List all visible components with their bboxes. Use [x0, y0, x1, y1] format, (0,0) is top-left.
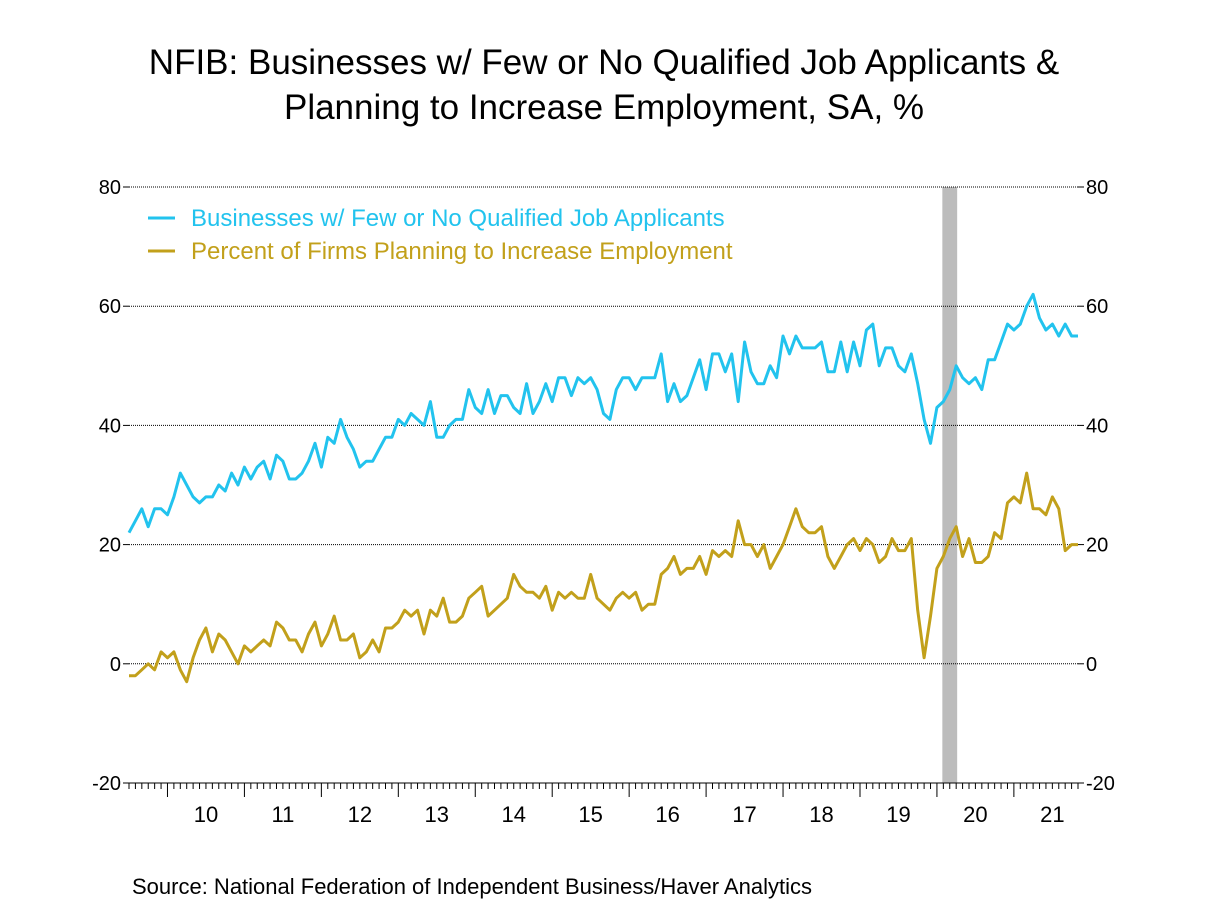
y-tick-label-right: 20	[1086, 535, 1108, 557]
y-tick-label-left: 40	[99, 415, 121, 437]
y-tick-label-left: -20	[92, 773, 121, 795]
x-tick-label: 20	[963, 802, 987, 827]
x-tick-label: 11	[271, 802, 294, 827]
x-tick-label: 15	[578, 802, 602, 827]
y-tick-label-left: 0	[110, 654, 121, 676]
legend-label-1: Businesses w/ Few or No Qualified Job Ap…	[191, 205, 725, 232]
x-tick-label: 16	[655, 802, 679, 827]
x-tick-label: 21	[1040, 802, 1064, 827]
x-tick-label: 13	[425, 802, 449, 827]
x-tick-label: 12	[348, 802, 372, 827]
source-note: Source: National Federation of Independe…	[132, 874, 812, 899]
chart-title-line-1: NFIB: Businesses w/ Few or No Qualified …	[148, 43, 1060, 82]
y-tick-label-right: -20	[1086, 773, 1115, 795]
series-line-1	[127, 292, 1078, 534]
chart-title: NFIB: Businesses w/ Few or No Qualified …	[0, 40, 1208, 130]
y-tick-label-left: 80	[99, 177, 121, 199]
legend-label-2: Percent of Firms Planning to Increase Em…	[191, 238, 733, 265]
x-tick-label: 17	[732, 802, 756, 827]
series-line-2	[129, 471, 1078, 684]
y-tick-label-right: 60	[1086, 296, 1108, 318]
y-tick-label-left: 60	[99, 296, 121, 318]
x-tick-label: 14	[501, 802, 525, 827]
y-tick-label-right: 0	[1086, 654, 1097, 676]
x-tick-label: 10	[194, 802, 218, 827]
y-tick-label-left: 20	[99, 535, 121, 557]
recession-band	[942, 187, 958, 783]
chart-title-line-2: Planning to Increase Employment, SA, %	[283, 88, 925, 127]
y-tick-label-right: 80	[1086, 177, 1108, 199]
x-tick-label: 19	[886, 802, 910, 827]
y-tick-label-right: 40	[1086, 415, 1108, 437]
x-tick-label: 18	[809, 802, 833, 827]
